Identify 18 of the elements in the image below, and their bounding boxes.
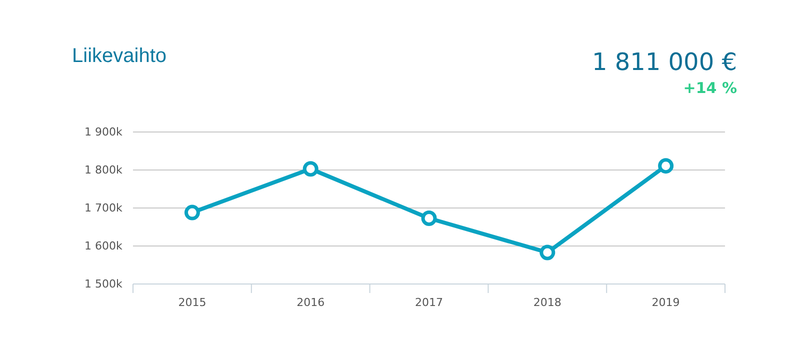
- y-tick-label: 1 800k: [84, 164, 123, 177]
- chart-title: Liikevaihto: [72, 45, 167, 67]
- y-tick-label: 1 600k: [84, 240, 123, 253]
- y-tick-label: 1 500k: [84, 278, 123, 291]
- point: [302, 161, 318, 177]
- y-tick-label: 1 900k: [84, 126, 123, 139]
- text: 1 811 000 €: [592, 48, 737, 76]
- x-tick-label: 2019: [652, 296, 680, 309]
- point: [184, 204, 200, 220]
- x-tick-label: 2017: [415, 296, 443, 309]
- point: [421, 210, 437, 226]
- point: [658, 158, 674, 174]
- y-tick-label: 1 700k: [84, 202, 123, 215]
- point: [540, 244, 556, 260]
- x-tick-label: 2015: [178, 296, 206, 309]
- x-tick-label: 2018: [533, 296, 562, 309]
- text: +14 %: [683, 79, 737, 97]
- x-tick-label: 2016: [296, 296, 325, 309]
